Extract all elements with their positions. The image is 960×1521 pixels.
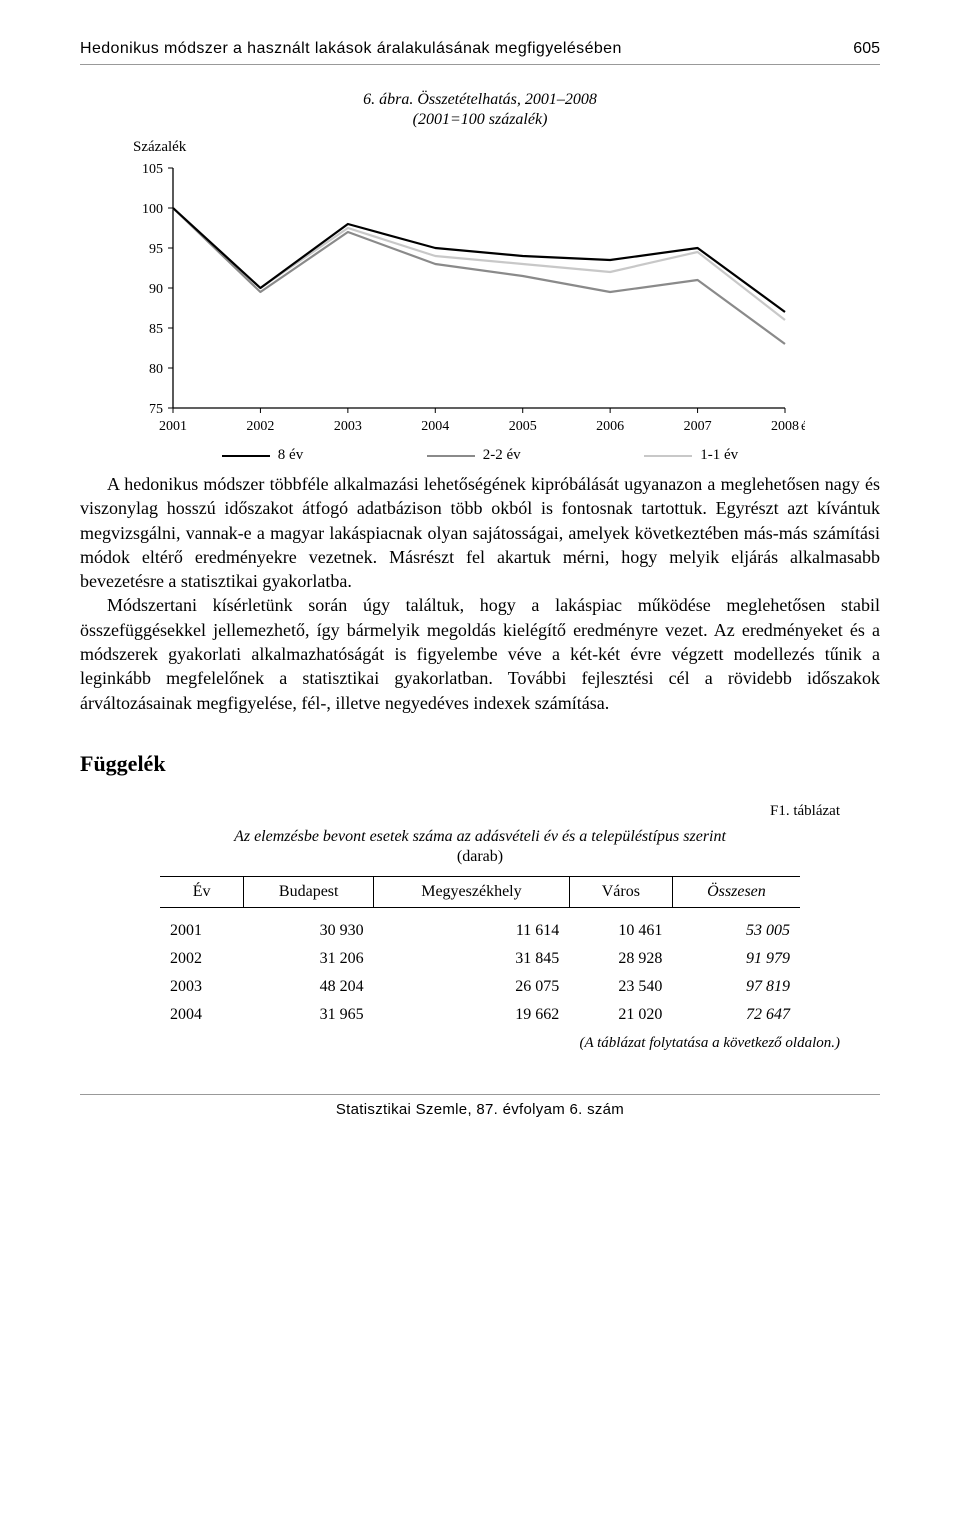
table-cell: 31 845 (374, 945, 570, 973)
line-chart: 75 80 85 90 95 100 105 2001 2002 2003 2004 2005 2006… (125, 158, 805, 438)
legend-line-icon (427, 455, 475, 457)
table-cell: 91 979 (672, 945, 800, 973)
page-number: 605 (853, 40, 880, 58)
table-body: 200130 93011 61410 46153 005200231 20631… (160, 907, 800, 1029)
legend-line-icon (644, 455, 692, 457)
svg-text:85: 85 (149, 322, 163, 337)
table-caption: Az elemzésbe bevont esetek száma az adás… (80, 828, 880, 846)
table-cell: 28 928 (569, 945, 672, 973)
table-cell: 2003 (160, 973, 244, 1001)
legend-item: 2-2 év (427, 447, 521, 464)
table-column-header: Város (569, 876, 672, 907)
legend-item: 1-1 év (644, 447, 738, 464)
table-cell: 48 204 (244, 973, 374, 1001)
legend-item: 8 év (222, 447, 303, 464)
appendix-heading: Függelék (80, 751, 880, 777)
table-cell: 26 075 (374, 973, 570, 1001)
svg-text:2002: 2002 (246, 419, 274, 434)
table-cell: 53 005 (672, 907, 800, 945)
svg-text:2006: 2006 (596, 419, 624, 434)
table-cell: 30 930 (244, 907, 374, 945)
svg-text:95: 95 (149, 242, 163, 257)
table-cell: 72 647 (672, 1001, 800, 1029)
table-cell: 10 461 (569, 907, 672, 945)
svg-text:80: 80 (149, 362, 163, 377)
table-cell: 11 614 (374, 907, 570, 945)
table-continuation-note: (A táblázat folytatása a következő oldal… (80, 1035, 880, 1052)
legend-label: 2-2 év (483, 447, 521, 464)
paragraph-1: A hedonikus módszer többféle alkalmazási… (80, 472, 880, 593)
legend-line-icon (222, 455, 270, 457)
table-cell: 31 965 (244, 1001, 374, 1029)
table-row: 200348 20426 07523 54097 819 (160, 973, 800, 1001)
svg-text:105: 105 (142, 162, 163, 177)
table-header-row: ÉvBudapestMegyeszékhelyVárosÖsszesen (160, 876, 800, 907)
table-cell: 2004 (160, 1001, 244, 1029)
chart-legend: 8 év 2-2 év 1-1 év (160, 447, 800, 464)
table-cell: 21 020 (569, 1001, 672, 1029)
svg-text:75: 75 (149, 402, 163, 417)
page-header: Hedonikus módszer a használt lakások ára… (80, 40, 880, 65)
paragraph-2: Módszertani kísérletünk során úgy talált… (80, 593, 880, 714)
figure-subcaption: (2001=100 százalék) (80, 111, 880, 129)
data-table: ÉvBudapestMegyeszékhelyVárosÖsszesen 200… (160, 876, 800, 1029)
chart-wrap: Százalék 75 80 85 90 95 100 105 2001 2002 2003 200… (125, 139, 835, 464)
table-cell: 97 819 (672, 973, 800, 1001)
table-cell: 23 540 (569, 973, 672, 1001)
table-column-header: Összesen (672, 876, 800, 907)
table-column-header: Budapest (244, 876, 374, 907)
svg-text:2005: 2005 (509, 419, 537, 434)
running-title: Hedonikus módszer a használt lakások ára… (80, 40, 622, 58)
body-text: A hedonikus módszer többféle alkalmazási… (80, 472, 880, 715)
table-cell: 19 662 (374, 1001, 570, 1029)
figure-caption: 6. ábra. Összetételhatás, 2001–2008 (80, 91, 880, 109)
table-subcaption: (darab) (80, 848, 880, 866)
table-row: 200130 93011 61410 46153 005 (160, 907, 800, 945)
y-axis-label: Százalék (133, 139, 835, 156)
table-label: F1. táblázat (80, 803, 880, 820)
svg-text:100: 100 (142, 202, 163, 217)
svg-text:2004: 2004 (421, 419, 449, 434)
svg-text:2008: 2008 (771, 419, 799, 434)
table-column-header: Megyeszékhely (374, 876, 570, 907)
svg-text:2007: 2007 (684, 419, 712, 434)
legend-label: 1-1 év (700, 447, 738, 464)
svg-text:2001: 2001 (159, 419, 187, 434)
svg-text:90: 90 (149, 282, 163, 297)
table-cell: 2001 (160, 907, 244, 945)
svg-text:2003: 2003 (334, 419, 362, 434)
svg-text:év: év (801, 419, 805, 434)
table-row: 200431 96519 66221 02072 647 (160, 1001, 800, 1029)
legend-label: 8 év (278, 447, 303, 464)
page-footer: Statisztikai Szemle, 87. évfolyam 6. szá… (80, 1094, 880, 1118)
table-cell: 31 206 (244, 945, 374, 973)
table-column-header: Év (160, 876, 244, 907)
table-cell: 2002 (160, 945, 244, 973)
table-row: 200231 20631 84528 92891 979 (160, 945, 800, 973)
